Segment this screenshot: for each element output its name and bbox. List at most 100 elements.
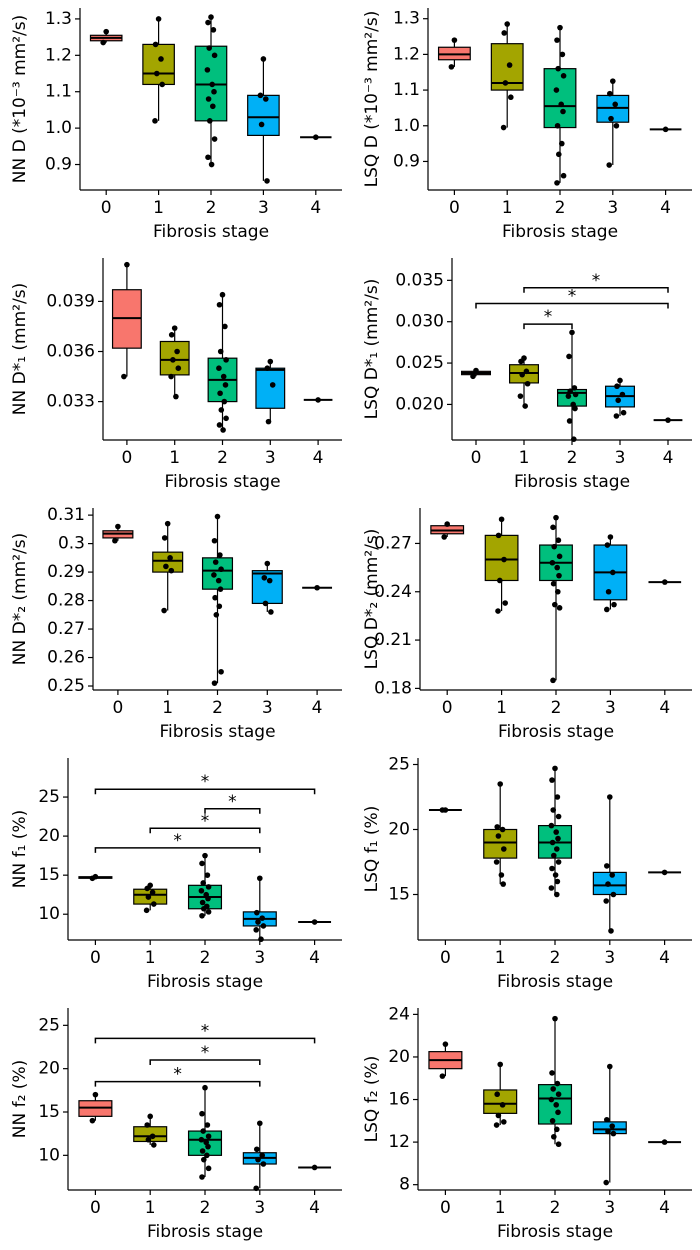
point [495, 833, 502, 839]
point [603, 898, 609, 904]
point [555, 537, 562, 544]
x-tick-label: 0 [90, 948, 101, 968]
point [216, 422, 223, 428]
point [253, 909, 260, 916]
point [223, 357, 229, 363]
point [198, 1136, 205, 1143]
y-tick-label: 15 [38, 1102, 60, 1122]
y-tick-label: 0.28 [47, 591, 85, 611]
point [198, 887, 205, 894]
x-axis-title: Fibrosis stage [153, 222, 269, 242]
point [553, 829, 559, 835]
y-tick-label: 20 [38, 1059, 60, 1079]
point [205, 1165, 212, 1172]
significance-bracket [94, 847, 261, 853]
y-tick-label: 0.9 [393, 151, 420, 171]
box [251, 570, 283, 605]
point [620, 409, 627, 416]
point [566, 353, 572, 360]
point [103, 28, 109, 35]
point [662, 126, 669, 133]
significance-bracket [94, 1080, 261, 1087]
point [89, 1117, 96, 1124]
point [268, 609, 274, 615]
y-axis-title: NN D*₂ (mm²/s) [10, 533, 30, 665]
point [662, 579, 668, 585]
point [550, 677, 556, 684]
point [211, 136, 218, 142]
point [202, 1084, 208, 1091]
x-tick-label: 2 [217, 448, 228, 468]
point [497, 1061, 504, 1068]
x-tick-label: 1 [145, 1198, 156, 1218]
significance-label: * [568, 287, 577, 307]
point [262, 600, 269, 607]
point [470, 373, 476, 380]
point [220, 373, 227, 380]
point [550, 807, 556, 813]
point [259, 1152, 266, 1159]
x-tick-label: 3 [262, 698, 273, 718]
point [556, 572, 562, 579]
point [207, 118, 213, 124]
point [210, 103, 216, 110]
point [554, 1126, 560, 1133]
point [497, 577, 503, 584]
point [560, 73, 567, 79]
point [552, 601, 558, 608]
point [100, 39, 106, 46]
point [261, 574, 268, 581]
box [537, 1084, 573, 1125]
y-tick-label: 0.030 [395, 312, 444, 332]
point [204, 67, 211, 73]
y-tick-label: 24 [388, 1004, 410, 1024]
y-tick-label: 0.036 [46, 342, 95, 362]
point [211, 537, 218, 544]
point [175, 365, 182, 372]
x-tick-label: 2 [555, 198, 566, 218]
point [498, 872, 505, 878]
point [218, 566, 224, 573]
y-axis-title: NN D (*10⁻³ mm²/s) [10, 15, 30, 183]
x-tick-label: 4 [309, 948, 320, 968]
x-tick-label: 4 [312, 698, 323, 718]
x-tick-label: 4 [659, 948, 670, 968]
point [253, 1146, 260, 1153]
point [264, 178, 270, 184]
point [550, 524, 556, 531]
point [311, 1164, 318, 1171]
point [549, 1118, 556, 1124]
point [500, 881, 507, 887]
point [560, 108, 566, 115]
y-tick-label: 1.3 [393, 9, 420, 29]
point [217, 586, 224, 592]
point [267, 358, 274, 365]
y-axis-title: LSQ f₂ (%) [362, 1056, 382, 1143]
x-tick-label: 3 [265, 448, 276, 468]
point [552, 1015, 558, 1022]
point [610, 891, 617, 898]
point [501, 556, 507, 563]
point [549, 865, 555, 872]
y-tick-label: 20 [388, 1047, 410, 1067]
significance-bracket [475, 302, 669, 309]
point [572, 405, 578, 412]
x-tick-label: 3 [254, 948, 265, 968]
point [442, 1041, 449, 1047]
x-tick-label: 0 [112, 698, 123, 718]
y-tick-label: 1.1 [393, 80, 420, 100]
x-tick-label: 3 [615, 448, 626, 468]
point [222, 382, 229, 388]
x-tick-label: 1 [162, 698, 173, 718]
point [554, 180, 560, 186]
point [605, 588, 612, 595]
y-tick-label: 1.0 [393, 116, 420, 136]
point [168, 567, 175, 574]
x-tick-label: 0 [121, 448, 132, 468]
point [611, 601, 617, 608]
point [661, 869, 668, 876]
point [257, 92, 264, 99]
y-tick-label: 0.025 [395, 353, 444, 373]
y-tick-label: 0.24 [374, 582, 412, 602]
x-tick-label: 4 [309, 1198, 320, 1218]
